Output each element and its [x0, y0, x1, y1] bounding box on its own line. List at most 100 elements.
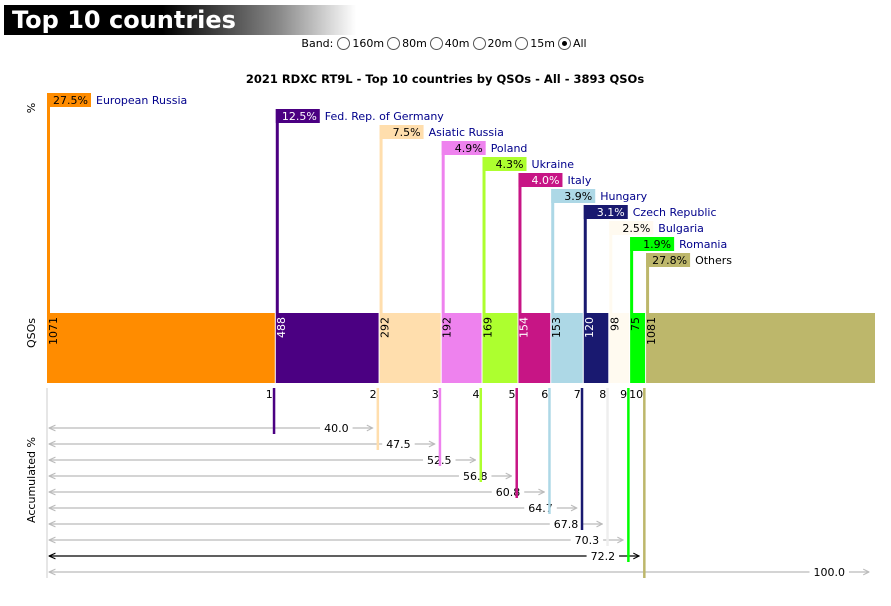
radio-icon[interactable]: [515, 37, 529, 50]
qso-value: 154: [517, 317, 530, 338]
pct-label: 1.9%: [643, 238, 671, 251]
qso-value: 192: [441, 317, 454, 338]
accum-drop-line: [606, 388, 609, 546]
band-option-80m[interactable]: 80m: [387, 37, 427, 50]
accum-value: 60.8: [496, 486, 521, 499]
pct-chip: [482, 157, 527, 171]
pct-chip: [583, 205, 628, 219]
qso-value: 98: [608, 317, 621, 331]
qso-bar: [441, 313, 482, 383]
rank-label: 4: [473, 388, 480, 401]
pct-leader-line: [646, 253, 650, 313]
country-label: Hungary: [600, 190, 647, 203]
band-option-160m[interactable]: 160m: [337, 37, 384, 50]
accum-value-bg: [586, 549, 620, 564]
qso-value: 292: [379, 317, 392, 338]
qso-value: 488: [275, 317, 288, 338]
radio-icon-checked[interactable]: [557, 37, 571, 50]
accum-drop-line: [580, 388, 584, 530]
country-label: European Russia: [96, 94, 187, 107]
pct-leader-line: [379, 125, 383, 313]
accum-value: 100.0: [814, 566, 846, 579]
accum-drop-line: [479, 388, 483, 482]
accum-value: 67.8: [554, 518, 579, 531]
pct-leader-line: [482, 157, 486, 313]
qso-value: 1071: [47, 317, 60, 345]
pct-leader-line: [47, 93, 50, 313]
country-label: Italy: [567, 174, 591, 187]
radio-icon[interactable]: [387, 37, 401, 50]
band-option-20m[interactable]: 20m: [472, 37, 512, 50]
pct-label: 7.5%: [393, 126, 421, 139]
qso-bar: [518, 313, 551, 383]
accum-value: 64.7: [528, 502, 553, 515]
accum-value-bg: [382, 437, 415, 452]
pct-chip: [646, 253, 691, 267]
accum-drop-line: [548, 388, 551, 514]
qso-bar: [275, 313, 379, 383]
country-label: Fed. Rep. of Germany: [325, 110, 445, 123]
qso-bar: [609, 313, 630, 383]
band-option-all[interactable]: All: [557, 37, 587, 50]
accum-value: 40.0: [324, 422, 349, 435]
pct-label: 12.5%: [282, 110, 317, 123]
pct-label: 4.9%: [455, 142, 483, 155]
pct-label: 27.5%: [53, 94, 88, 107]
pct-chip: [441, 141, 486, 155]
pct-leader-line: [609, 221, 613, 313]
pct-label: 4.0%: [532, 174, 560, 187]
accum-value-bg: [320, 421, 353, 436]
radio-icon[interactable]: [472, 37, 486, 50]
country-label: Romania: [679, 238, 727, 251]
qso-bar: [646, 313, 875, 383]
accum-value: 70.3: [575, 534, 600, 547]
country-label: Bulgaria: [658, 222, 704, 235]
country-label: Others: [695, 254, 732, 267]
accum-drop-line: [438, 388, 442, 466]
pct-label: 27.8%: [652, 254, 687, 267]
pct-chip: [379, 125, 424, 139]
country-label: Poland: [491, 142, 528, 155]
country-label: Asiatic Russia: [429, 126, 504, 139]
band-selector: Band: 160m 80m 40m 20m 15m All: [0, 37, 891, 50]
band-option-40m[interactable]: 40m: [429, 37, 470, 50]
qso-value: 1081: [645, 317, 658, 345]
pct-label: 3.1%: [597, 206, 625, 219]
accum-drop-line: [515, 388, 518, 498]
pct-leader-line: [630, 237, 634, 313]
qso-value: 120: [583, 317, 596, 338]
qso-value: 153: [550, 317, 563, 338]
accum-drop-line: [272, 388, 276, 434]
pct-leader-line: [441, 141, 445, 313]
accum-value: 72.2: [591, 550, 616, 563]
accum-value-bg: [570, 533, 604, 548]
radio-icon[interactable]: [337, 37, 351, 50]
rank-label: 1: [266, 388, 273, 401]
country-label: Ukraine: [532, 158, 575, 171]
qso-bar: [630, 313, 646, 383]
qso-bar: [551, 313, 583, 383]
pct-label: 2.5%: [622, 222, 650, 235]
radio-icon[interactable]: [429, 37, 443, 50]
accum-drop-line: [643, 388, 646, 578]
accum-value: 56.8: [463, 470, 488, 483]
rank-label: 2: [370, 388, 377, 401]
pct-chip: [275, 109, 320, 123]
qso-value: 169: [482, 317, 495, 338]
y-label-mid: QSOs: [25, 318, 38, 348]
rank-label: 6: [541, 388, 548, 401]
rank-label: 10: [629, 388, 643, 401]
qso-value: 75: [629, 317, 642, 331]
pct-leader-line: [518, 173, 522, 313]
band-option-15m[interactable]: 15m: [515, 37, 555, 50]
y-label-bottom: Accumulated %: [25, 437, 38, 523]
rank-label: 5: [508, 388, 515, 401]
qso-bar: [482, 313, 518, 383]
accum-value-bg: [549, 517, 583, 532]
pct-chip: [609, 221, 654, 235]
pct-label: 4.3%: [496, 158, 524, 171]
rank-label: 3: [432, 388, 439, 401]
y-label-top: %: [25, 103, 38, 113]
accum-value-bg: [809, 565, 849, 580]
